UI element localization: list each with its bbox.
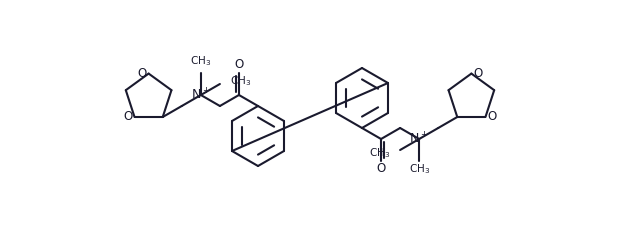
Text: CH$_3$: CH$_3$	[190, 54, 212, 68]
Text: O: O	[137, 67, 146, 80]
Text: CH$_3$: CH$_3$	[230, 74, 251, 88]
Text: O: O	[234, 59, 244, 72]
Text: O: O	[474, 67, 483, 80]
Text: O: O	[123, 110, 132, 123]
Text: CH$_3$: CH$_3$	[408, 162, 430, 176]
Text: CH$_3$: CH$_3$	[369, 146, 390, 160]
Text: O: O	[488, 110, 497, 123]
Text: N$^+$: N$^+$	[191, 87, 210, 103]
Text: N$^+$: N$^+$	[410, 131, 429, 147]
Text: O: O	[377, 163, 386, 176]
